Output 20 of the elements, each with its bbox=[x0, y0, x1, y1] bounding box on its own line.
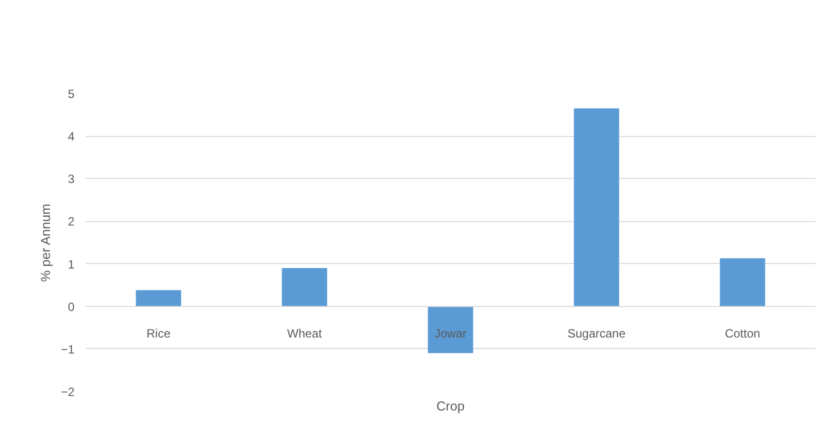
y-tick-label: 2 bbox=[68, 214, 75, 229]
bar bbox=[282, 268, 328, 306]
y-tick-label: 0 bbox=[68, 300, 75, 314]
x-axis-title: Crop bbox=[436, 398, 465, 414]
y-tick-label: 3 bbox=[68, 172, 75, 186]
y-tick-label: 1 bbox=[68, 257, 75, 272]
y-tick-label: 4 bbox=[68, 130, 75, 144]
bar bbox=[136, 290, 182, 306]
y-tick-label: 5 bbox=[68, 87, 75, 101]
y-tick-label: −2 bbox=[60, 385, 75, 399]
y-axis-title: % per Annum bbox=[38, 204, 53, 282]
bar bbox=[720, 258, 766, 306]
x-tick-label: Jowar bbox=[434, 326, 467, 340]
x-tick-label: Wheat bbox=[287, 326, 323, 340]
x-tick-label: Cotton bbox=[724, 326, 760, 340]
bar bbox=[428, 306, 474, 354]
x-tick-label: Rice bbox=[146, 326, 171, 340]
y-tick-label: −1 bbox=[60, 342, 75, 356]
bar bbox=[574, 108, 620, 306]
x-tick-label: Sugarcane bbox=[567, 326, 626, 340]
